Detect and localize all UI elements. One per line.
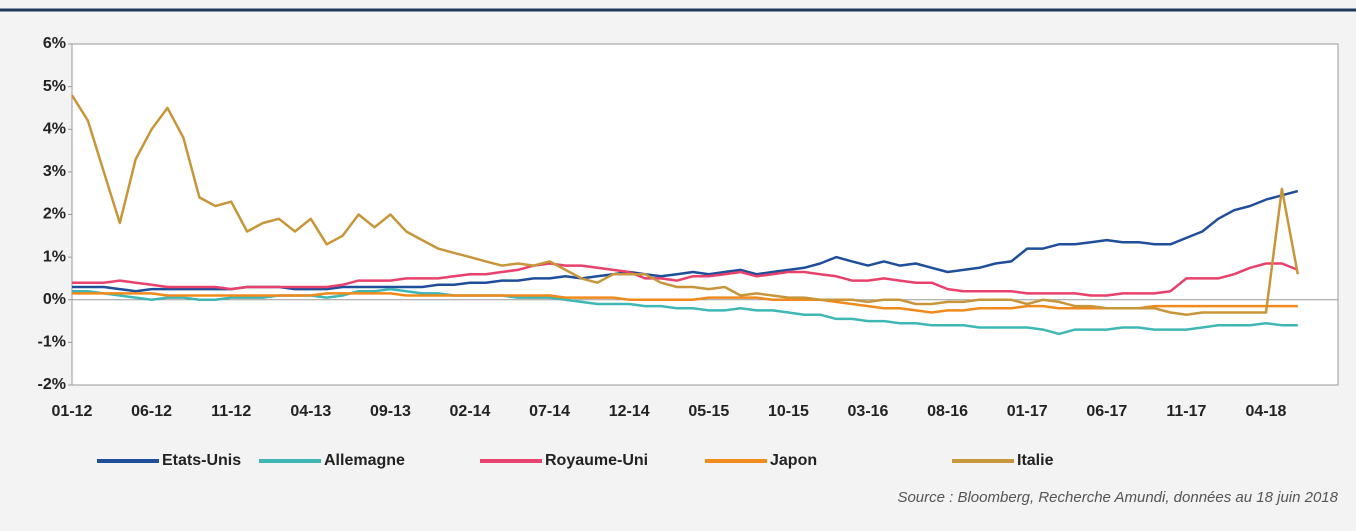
x-tick-label: 10-15 bbox=[768, 403, 809, 420]
legend-label: Royaume-Uni bbox=[545, 452, 648, 469]
x-tick-label: 06-12 bbox=[131, 403, 172, 420]
y-tick-label: -2% bbox=[38, 376, 66, 393]
y-tick-label: -1% bbox=[38, 334, 66, 351]
y-tick-label: 3% bbox=[43, 163, 66, 180]
x-tick-label: 11-17 bbox=[1166, 403, 1206, 420]
line-series bbox=[72, 292, 1298, 314]
x-tick-label: 04-18 bbox=[1246, 403, 1287, 420]
y-tick-label: 5% bbox=[43, 78, 66, 95]
y-tick-label: 4% bbox=[43, 120, 66, 137]
y-tick-label: 2% bbox=[43, 206, 66, 223]
x-tick-label: 11-12 bbox=[211, 403, 251, 420]
line-series bbox=[72, 262, 1299, 297]
y-tick-label: 0% bbox=[43, 291, 66, 308]
x-tick-label: 08-16 bbox=[927, 403, 968, 420]
source: Source : Bloomberg, Recherche Amundi, do… bbox=[897, 489, 1338, 506]
x-tick-label: 12-14 bbox=[609, 403, 650, 420]
line-series bbox=[70, 94, 1300, 316]
legend-label: Italie bbox=[1017, 452, 1054, 469]
plot-area bbox=[71, 43, 1339, 386]
y-tick-label: 6% bbox=[43, 35, 66, 52]
x-tick-label: 02-14 bbox=[450, 403, 491, 420]
x-tick-label: 04-13 bbox=[290, 403, 331, 420]
legend-label: Allemagne bbox=[324, 452, 405, 469]
x-tick-label: 05-15 bbox=[688, 403, 729, 420]
x-tick-label: 09-13 bbox=[370, 403, 411, 420]
legend-label: Etats-Unis bbox=[162, 452, 241, 469]
legend-label: Japon bbox=[770, 452, 817, 469]
x-tick-label: 01-17 bbox=[1007, 403, 1048, 420]
x-tick-label: 06-17 bbox=[1086, 403, 1127, 420]
x-tick-label: 07-14 bbox=[529, 403, 570, 420]
y-tick-label: 1% bbox=[43, 248, 66, 265]
x-tick-label: 03-16 bbox=[848, 403, 889, 420]
x-tick-label: 01-12 bbox=[52, 403, 93, 420]
